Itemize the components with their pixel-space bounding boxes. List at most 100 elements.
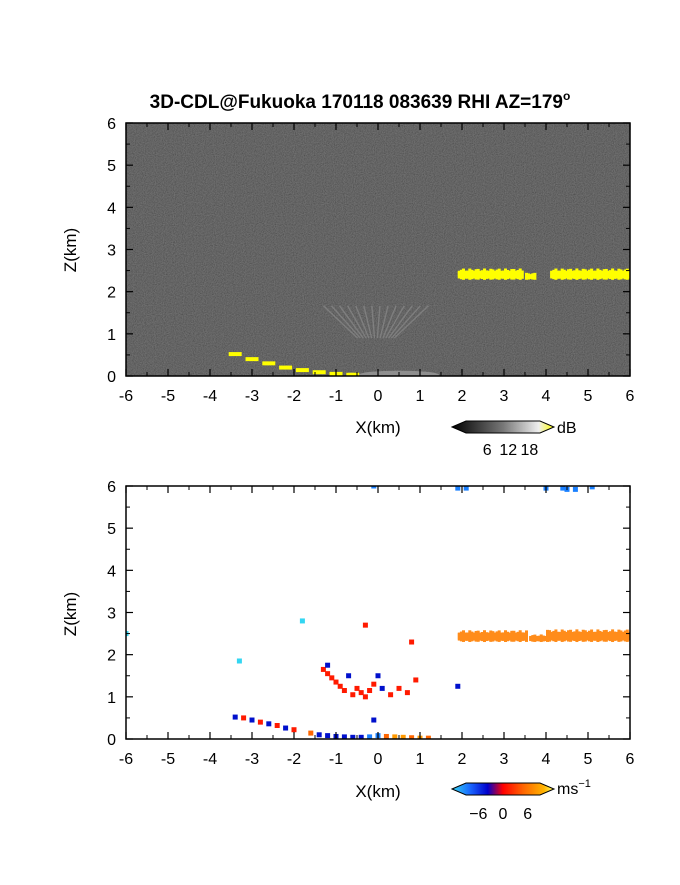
cloud-layer-velocity-pixel bbox=[512, 630, 516, 642]
reflectivity-xtick-label: 1 bbox=[416, 388, 425, 405]
cloud-layer-velocity-pixel bbox=[575, 629, 579, 643]
low-echo-point bbox=[228, 352, 242, 357]
scattered-echoes-point bbox=[236, 658, 242, 664]
scattered-echoes-point bbox=[329, 675, 335, 681]
cloud-layer-velocity-pixel bbox=[459, 631, 463, 642]
velocity-xtick-label: 3 bbox=[500, 751, 509, 768]
cloud-layer-velocity-pixel bbox=[533, 634, 537, 642]
scattered-echoes-point bbox=[346, 673, 352, 679]
velocity-xtick-label: -5 bbox=[161, 751, 175, 768]
cloud-layer-velocity-pixel bbox=[470, 631, 474, 642]
velocity-xtick-label: -3 bbox=[245, 751, 259, 768]
velocity-xtick-label: -1 bbox=[329, 751, 343, 768]
cloud-layer-velocity-pixel bbox=[615, 632, 619, 641]
scattered-echoes-point bbox=[358, 690, 364, 696]
cloud-layer-pixel bbox=[623, 269, 627, 280]
scattered-echoes-point bbox=[388, 692, 394, 698]
cloud-layer-pixel bbox=[556, 270, 560, 279]
scattered-echoes-point bbox=[396, 685, 402, 691]
faint-plume-streak bbox=[363, 305, 373, 339]
cloud-layer-pixel bbox=[512, 269, 516, 280]
top-echoes-point bbox=[371, 486, 377, 489]
cloud-layer-pixel bbox=[588, 269, 591, 280]
scattered-echoes-point bbox=[455, 683, 461, 689]
cloud-layer-velocity-pixel bbox=[611, 629, 615, 643]
cloud-layer-velocity-pixel bbox=[476, 630, 480, 642]
faint-plume-streak bbox=[382, 305, 397, 339]
cloud-layer-pixel bbox=[627, 270, 630, 279]
cloud-layer-velocity-pixel bbox=[594, 631, 598, 641]
cloud-layer-velocity-pixel bbox=[491, 631, 495, 642]
cloud-layer-pixel bbox=[485, 270, 489, 279]
low-echo-velocity-point bbox=[358, 734, 364, 739]
scattered-echoes-point bbox=[371, 681, 377, 687]
cloud-layer-velocity-pixel bbox=[516, 631, 520, 642]
velocity-xtick-label: 0 bbox=[374, 751, 383, 768]
cloud-layer-pixel bbox=[480, 270, 484, 279]
faint-plume-streak bbox=[371, 305, 376, 339]
cloud-layer-pixel bbox=[621, 271, 625, 279]
velocity-ytick-label: 1 bbox=[107, 690, 116, 707]
faint-plume-streak bbox=[376, 305, 381, 339]
cloud-layer-velocity-pixel bbox=[592, 631, 596, 641]
cloud-layer-pixel bbox=[510, 269, 514, 280]
cloud-layer-pixel bbox=[609, 270, 612, 280]
low-echo-velocity-point bbox=[232, 714, 238, 720]
cloud-layer-velocity-pixel bbox=[478, 632, 482, 641]
cloud-layer-velocity-pixel bbox=[543, 636, 547, 642]
cloud-layer-velocity-pixel bbox=[609, 631, 612, 642]
velocity-ticks: -6 -5 -4 -3 -2 -1 0 1 2 3 4 5 6 0 1 2 3 4 5 6 bbox=[107, 479, 634, 768]
reflectivity-colorbar-ticks: 6 12 18 bbox=[483, 442, 539, 459]
low-echo-point bbox=[312, 370, 326, 375]
low-echo-velocity-point bbox=[367, 734, 373, 739]
velocity-xtick-label: 6 bbox=[626, 751, 635, 768]
cloud-layer-pixel bbox=[573, 270, 577, 279]
cloud-layer-velocity-pixel bbox=[501, 632, 505, 641]
reflectivity-colorbar-unit: dB bbox=[557, 420, 577, 437]
low-echo-point bbox=[346, 372, 360, 376]
low-echo-velocity-point bbox=[274, 723, 280, 729]
velocity-xtick-label: 4 bbox=[542, 751, 551, 768]
cloud-layer-pixel bbox=[585, 271, 589, 279]
cloud-layer-pixel bbox=[598, 269, 602, 280]
low-echo-velocity-point bbox=[316, 732, 322, 738]
cloud-layer-pixel bbox=[554, 268, 558, 280]
cloud-layer-velocity-pixel bbox=[567, 630, 570, 642]
scattered-echoes-point bbox=[375, 673, 381, 679]
cloud-layer-velocity-pixel bbox=[495, 631, 499, 642]
cloud-layer-velocity-pixel bbox=[480, 631, 484, 642]
velocity-colorbar-unit: ms−1 bbox=[557, 778, 591, 798]
scattered-echoes-point bbox=[379, 685, 385, 691]
cloud-layer-velocity-pixel bbox=[529, 636, 533, 642]
cloud-layer-velocity-pixel bbox=[585, 632, 589, 641]
low-echo-point bbox=[295, 368, 309, 373]
reflectivity-xtick-label: 0 bbox=[374, 388, 383, 405]
cloud-layer-velocity-pixel bbox=[564, 632, 568, 641]
figure-title: 3D-CDL@Fukuoka 170118 083639 RHI AZ=179o bbox=[150, 89, 571, 113]
cloud-layer-pixel bbox=[499, 270, 503, 279]
velocity-xtick-label: 5 bbox=[584, 751, 593, 768]
cloud-layer-velocity-pixel bbox=[489, 630, 493, 642]
reflectivity-colorbar: dB 6 12 18 bbox=[450, 420, 577, 459]
cloud-layer-velocity-pixel bbox=[535, 636, 539, 642]
cloud-layer-pixel bbox=[493, 271, 497, 279]
reflectivity-xtick-label: -2 bbox=[287, 388, 301, 405]
cloud-layer-pixel bbox=[489, 268, 493, 280]
velocity-xtick-label: -4 bbox=[203, 751, 217, 768]
scattered-echoes-point bbox=[362, 622, 368, 628]
cloud-layer-pixel bbox=[581, 268, 585, 280]
cloud-layer-velocity-pixel bbox=[504, 630, 507, 642]
cloud-layer-pixel bbox=[611, 268, 615, 280]
cloud-layer-velocity-pixel bbox=[462, 630, 465, 642]
scattered-echoes-point bbox=[413, 677, 419, 683]
cloud-layer-velocity-pixel bbox=[588, 630, 591, 642]
scattered-echoes-point bbox=[404, 690, 410, 696]
cloud-layer-velocity-pixel bbox=[602, 630, 606, 642]
faint-plume-streak bbox=[322, 305, 359, 339]
cloud-layer-pixel bbox=[533, 272, 537, 280]
low-echo-velocity-point bbox=[249, 717, 255, 723]
cloud-layer-pixel bbox=[617, 268, 621, 280]
cloud-layer-velocity-pixel bbox=[493, 633, 497, 641]
cloud-layer-velocity-pixel bbox=[506, 631, 510, 642]
